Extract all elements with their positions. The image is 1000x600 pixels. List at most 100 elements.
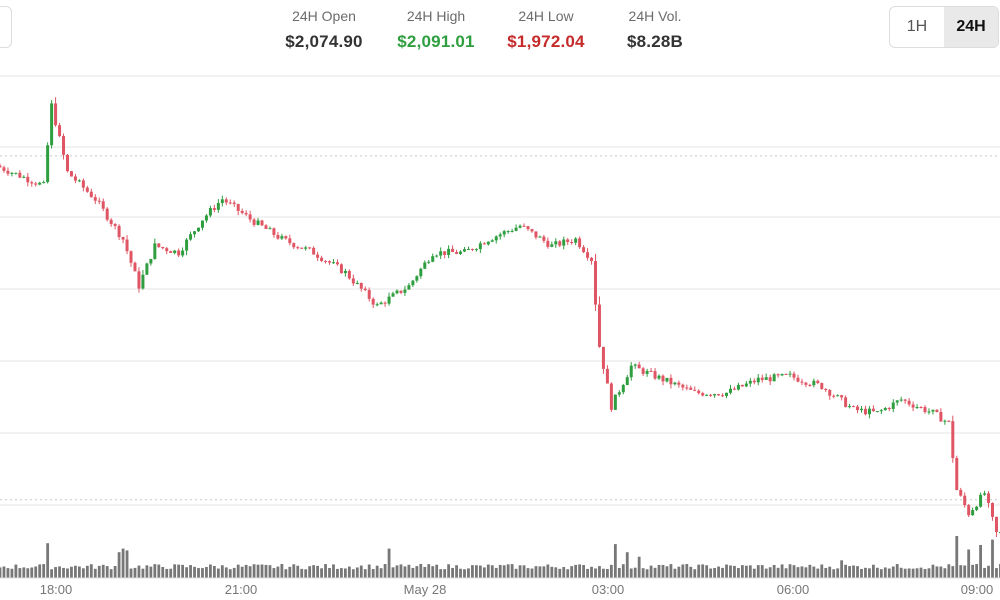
candle-body [816,380,820,384]
volume-bar [149,566,153,578]
candle-body [177,250,181,256]
candle-body [780,373,784,376]
candle-body [220,199,224,204]
volume-bar [443,569,447,578]
candle-body [721,395,725,397]
candle-body [586,252,590,258]
volume-bar [911,568,915,578]
volume-bar [598,566,601,578]
volume-bar [494,567,498,578]
candle-body [117,225,121,238]
candle-body [621,385,625,393]
volume-bar [780,564,784,578]
range-1h-button[interactable]: 1H [906,18,928,35]
candle-body [85,187,89,192]
candle-body [915,406,919,408]
volume-bar [280,563,284,578]
volume-bar [820,564,824,578]
volume-bar [562,567,566,578]
volume-bar [490,565,494,578]
volume-bar [879,569,883,578]
volume-bar [212,566,216,578]
volume-bar [883,567,887,578]
volume-bar [193,566,196,578]
candle-body [403,289,407,293]
candle-body [284,236,288,239]
volume-bar [526,568,530,578]
candle-body [713,394,717,396]
volume-bar [332,564,335,578]
candle-body [189,234,193,240]
candle-body [149,258,153,264]
volume-bar [534,566,538,578]
candle-body [244,212,248,215]
volume-bar [70,566,73,578]
volume-bar [693,569,697,578]
candle-body [987,493,991,503]
candle-body [292,243,296,248]
range-selector: 1H 24H [889,6,999,48]
volume-bar [677,566,681,578]
candle-body [693,389,697,391]
volume-bar [312,565,316,578]
candle-body [804,382,808,385]
candle-body [633,364,637,366]
candle-body [502,231,506,235]
volume-bar [427,564,431,578]
candle-body [709,394,713,396]
volume-bar [355,567,359,578]
candle-body [947,420,951,422]
volume-bar [0,567,2,578]
candle-body [419,268,423,277]
candle-body [395,290,399,294]
volume-bar [768,567,772,578]
candle-body [562,239,566,246]
volume-bar [784,568,788,578]
volume-bar [840,560,844,578]
volume-bar [832,569,836,578]
stat-24h-vol: 24H Vol. $8.28B [612,8,698,52]
range-24h-button[interactable]: 24H [944,7,998,47]
volume-bar [919,567,923,578]
volume-bar [351,569,355,578]
candle-body [54,103,58,126]
candle-body [339,264,343,274]
candle-body [462,249,466,252]
candle-body [844,397,848,407]
volume-bar [860,568,863,578]
volume-bar [435,564,439,578]
candle-body [943,420,947,422]
candle-body [73,176,77,181]
volume-bar [717,566,720,578]
volume-bar [506,564,510,578]
candle-body [379,302,383,305]
volume-bar [721,567,724,578]
candle-body [65,154,69,172]
volume-bar [931,564,935,578]
left-control-edge[interactable] [0,6,12,48]
candle-body [879,410,883,412]
candle-body [792,373,796,378]
candle-body [308,247,312,249]
volume-bar [963,565,967,578]
candle-body [820,383,824,389]
candle-body [601,346,605,369]
volume-bar [613,544,617,578]
candle-body [832,395,836,397]
volume-bar [161,566,165,578]
price-chart[interactable]: 18:00 21:00 May 28 03:00 06:00 09:00 [0,60,1000,600]
volume-bar [34,566,38,578]
candle-body [474,249,478,251]
candle-body [681,384,685,388]
volume-bar [975,564,979,578]
candle-body [959,489,963,496]
volume-bar [97,565,101,578]
candle-body [165,248,169,252]
candle-body [903,399,907,401]
volume-bar [979,545,982,578]
volume-bar [578,564,582,578]
chart-grid [0,75,1000,506]
candle-body [597,304,601,347]
volume-bar [197,568,200,578]
volume-bar [514,568,518,578]
